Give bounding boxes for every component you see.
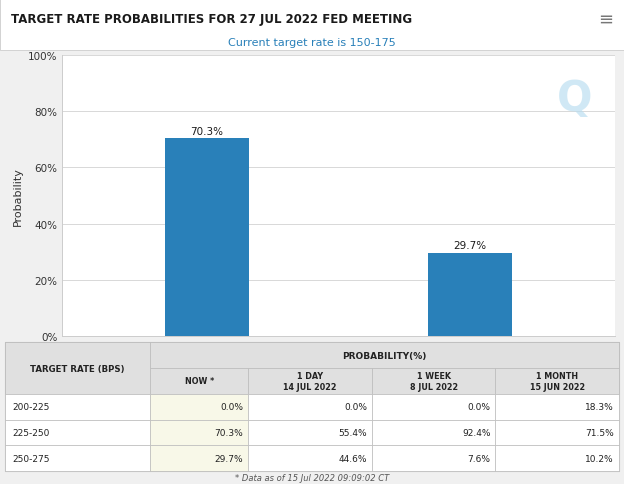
- Text: 70.3%: 70.3%: [190, 126, 223, 136]
- FancyBboxPatch shape: [248, 445, 372, 471]
- Text: NOW *: NOW *: [185, 377, 214, 386]
- FancyBboxPatch shape: [5, 343, 150, 394]
- FancyBboxPatch shape: [150, 368, 248, 394]
- Text: 0.0%: 0.0%: [467, 402, 490, 411]
- Text: 92.4%: 92.4%: [462, 428, 490, 437]
- FancyBboxPatch shape: [372, 394, 495, 420]
- Text: 225-250: 225-250: [12, 428, 50, 437]
- Text: 1 DAY
14 JUL 2022: 1 DAY 14 JUL 2022: [283, 371, 337, 392]
- FancyBboxPatch shape: [372, 420, 495, 445]
- Text: 29.7%: 29.7%: [215, 454, 243, 463]
- X-axis label: Target Rate (in bps): Target Rate (in bps): [284, 355, 393, 365]
- Text: 0.0%: 0.0%: [220, 402, 243, 411]
- FancyBboxPatch shape: [5, 420, 150, 445]
- FancyBboxPatch shape: [150, 420, 248, 445]
- FancyBboxPatch shape: [5, 343, 619, 471]
- FancyBboxPatch shape: [495, 394, 619, 420]
- Text: * Data as of 15 Jul 2022 09:09:02 CT: * Data as of 15 Jul 2022 09:09:02 CT: [235, 473, 389, 482]
- FancyBboxPatch shape: [372, 445, 495, 471]
- Text: ≡: ≡: [598, 10, 613, 28]
- FancyBboxPatch shape: [150, 445, 248, 471]
- FancyBboxPatch shape: [5, 445, 150, 471]
- Text: 70.3%: 70.3%: [215, 428, 243, 437]
- Text: 1 MONTH
15 JUN 2022: 1 MONTH 15 JUN 2022: [530, 371, 585, 392]
- FancyBboxPatch shape: [150, 343, 619, 368]
- FancyBboxPatch shape: [372, 368, 495, 394]
- Text: 7.6%: 7.6%: [467, 454, 490, 463]
- Text: 1 WEEK
8 JUL 2022: 1 WEEK 8 JUL 2022: [409, 371, 458, 392]
- FancyBboxPatch shape: [495, 445, 619, 471]
- Text: 55.4%: 55.4%: [338, 428, 367, 437]
- Text: TARGET RATE PROBABILITIES FOR 27 JUL 2022 FED MEETING: TARGET RATE PROBABILITIES FOR 27 JUL 202…: [11, 13, 412, 26]
- Y-axis label: Probability: Probability: [12, 166, 22, 226]
- Text: 18.3%: 18.3%: [585, 402, 614, 411]
- Text: 44.6%: 44.6%: [338, 454, 367, 463]
- FancyBboxPatch shape: [5, 394, 150, 420]
- Text: 200-225: 200-225: [12, 402, 50, 411]
- Text: PROBABILITY(%): PROBABILITY(%): [343, 351, 427, 360]
- Bar: [165, 139, 249, 336]
- Text: 250-275: 250-275: [12, 454, 50, 463]
- FancyBboxPatch shape: [495, 368, 619, 394]
- Text: 10.2%: 10.2%: [585, 454, 614, 463]
- FancyBboxPatch shape: [248, 394, 372, 420]
- Text: Q: Q: [557, 78, 593, 120]
- Text: TARGET RATE (BPS): TARGET RATE (BPS): [31, 364, 125, 373]
- Bar: [428, 253, 512, 336]
- Text: Current target rate is 150-175: Current target rate is 150-175: [228, 38, 396, 48]
- FancyBboxPatch shape: [150, 394, 248, 420]
- Text: 71.5%: 71.5%: [585, 428, 614, 437]
- FancyBboxPatch shape: [495, 420, 619, 445]
- Text: 0.0%: 0.0%: [344, 402, 367, 411]
- FancyBboxPatch shape: [248, 420, 372, 445]
- FancyBboxPatch shape: [248, 368, 372, 394]
- Text: 29.7%: 29.7%: [454, 240, 487, 250]
